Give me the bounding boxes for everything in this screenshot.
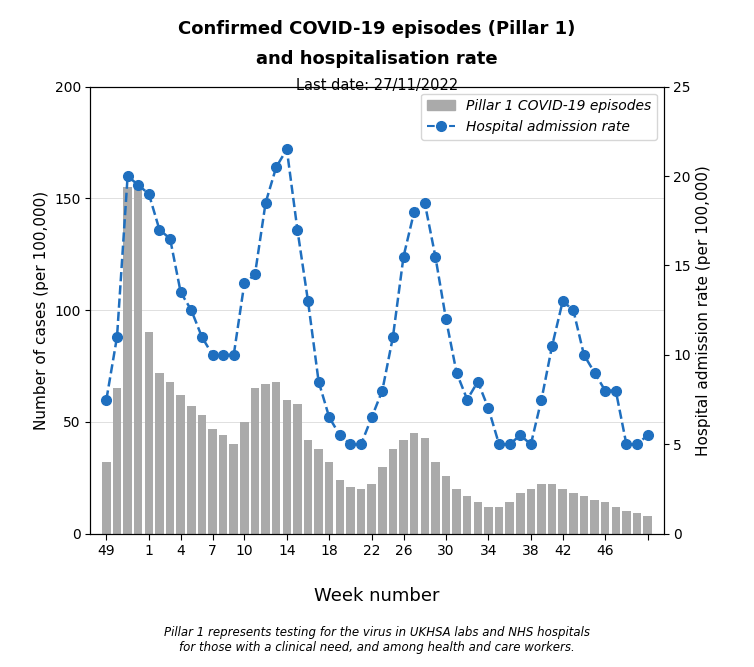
Bar	[124, 187, 132, 534]
Y-axis label: Number of cases (per 100,000): Number of cases (per 100,000)	[34, 191, 49, 430]
Bar	[155, 373, 164, 534]
Bar	[431, 462, 440, 534]
Bar	[538, 484, 546, 534]
Bar	[187, 406, 195, 534]
Bar	[516, 494, 525, 534]
Bar	[580, 496, 588, 534]
Bar	[134, 187, 143, 534]
Bar	[590, 500, 599, 534]
Bar	[378, 467, 387, 534]
Bar	[611, 507, 620, 534]
Bar	[208, 429, 216, 534]
Bar	[325, 462, 333, 534]
Bar	[176, 395, 185, 534]
Bar	[410, 433, 418, 534]
Bar	[166, 382, 174, 534]
Bar	[240, 422, 249, 534]
Bar	[622, 511, 630, 534]
Bar	[601, 502, 609, 534]
Bar	[198, 415, 206, 534]
Bar	[421, 438, 429, 534]
Bar	[548, 484, 556, 534]
Bar	[474, 502, 482, 534]
Bar	[219, 436, 228, 534]
Text: and hospitalisation rate: and hospitalisation rate	[256, 50, 498, 68]
Bar	[229, 444, 238, 534]
Text: Week number: Week number	[314, 587, 440, 605]
Bar	[336, 480, 344, 534]
Bar	[452, 489, 461, 534]
Bar	[262, 384, 270, 534]
Text: Pillar 1 represents testing for the virus in UKHSA labs and NHS hospitals
for th: Pillar 1 represents testing for the viru…	[164, 626, 590, 654]
Bar	[484, 507, 492, 534]
Bar	[505, 502, 514, 534]
Bar	[145, 333, 153, 534]
Bar	[643, 516, 652, 534]
Legend: Pillar 1 COVID-19 episodes, Hospital admission rate: Pillar 1 COVID-19 episodes, Hospital adm…	[421, 93, 657, 139]
Bar	[633, 514, 641, 534]
Bar	[102, 462, 111, 534]
Bar	[304, 440, 312, 534]
Bar	[346, 487, 354, 534]
Text: Last date: 27/11/2022: Last date: 27/11/2022	[296, 78, 458, 93]
Bar	[569, 494, 578, 534]
Bar	[388, 449, 397, 534]
Bar	[463, 496, 471, 534]
Bar	[357, 489, 366, 534]
Bar	[272, 382, 280, 534]
Bar	[251, 388, 259, 534]
Bar	[314, 449, 323, 534]
Bar	[367, 484, 376, 534]
Bar	[526, 489, 535, 534]
Y-axis label: Hospital admission rate (per 100,000): Hospital admission rate (per 100,000)	[697, 165, 712, 456]
Bar	[283, 400, 291, 534]
Bar	[559, 489, 567, 534]
Bar	[113, 388, 121, 534]
Text: Confirmed COVID-19 episodes (Pillar 1): Confirmed COVID-19 episodes (Pillar 1)	[178, 20, 576, 38]
Bar	[495, 507, 503, 534]
Bar	[442, 476, 450, 534]
Bar	[293, 404, 302, 534]
Bar	[400, 440, 408, 534]
